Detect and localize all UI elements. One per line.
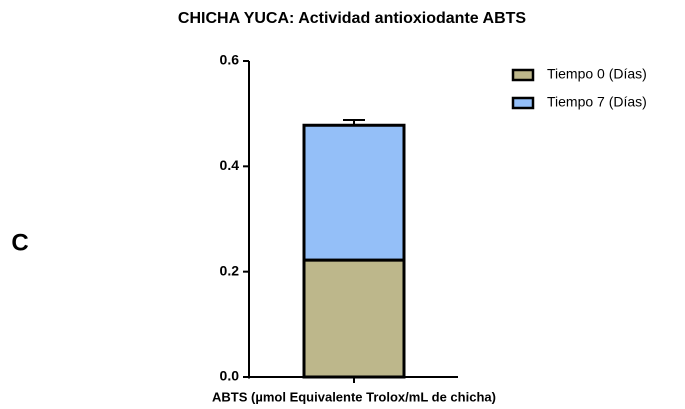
legend-label: Tiempo 7 (Días) xyxy=(547,94,647,110)
bar-segment xyxy=(302,258,406,379)
y-tick-label: 0.2 xyxy=(220,262,240,278)
panel-label: C xyxy=(11,229,28,256)
legend-swatch xyxy=(511,96,535,110)
bar-segment xyxy=(302,123,406,262)
legend-swatch xyxy=(511,68,535,82)
chart-title: CHICHA YUCA: Actividad antioxiodante ABT… xyxy=(178,10,527,27)
legend-label: Tiempo 0 (Días) xyxy=(547,66,647,82)
x-tick-label: ABTS (µmol Equivalente Trolox/mL de chic… xyxy=(212,389,496,404)
y-tick-label: 0.6 xyxy=(220,52,240,68)
y-tick-label: 0.0 xyxy=(220,368,240,384)
y-tick-label: 0.4 xyxy=(220,157,240,173)
